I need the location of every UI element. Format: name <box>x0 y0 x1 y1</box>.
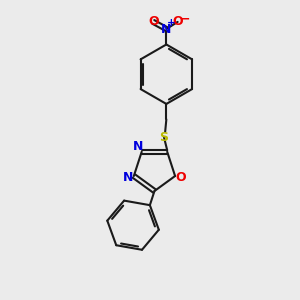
Text: +: + <box>167 18 176 28</box>
Text: O: O <box>148 15 159 28</box>
Text: N: N <box>123 171 134 184</box>
Text: N: N <box>133 140 143 154</box>
Text: O: O <box>176 171 186 184</box>
Text: N: N <box>161 22 172 35</box>
Text: O: O <box>172 15 183 28</box>
Text: S: S <box>160 131 169 144</box>
Text: −: − <box>180 12 190 26</box>
